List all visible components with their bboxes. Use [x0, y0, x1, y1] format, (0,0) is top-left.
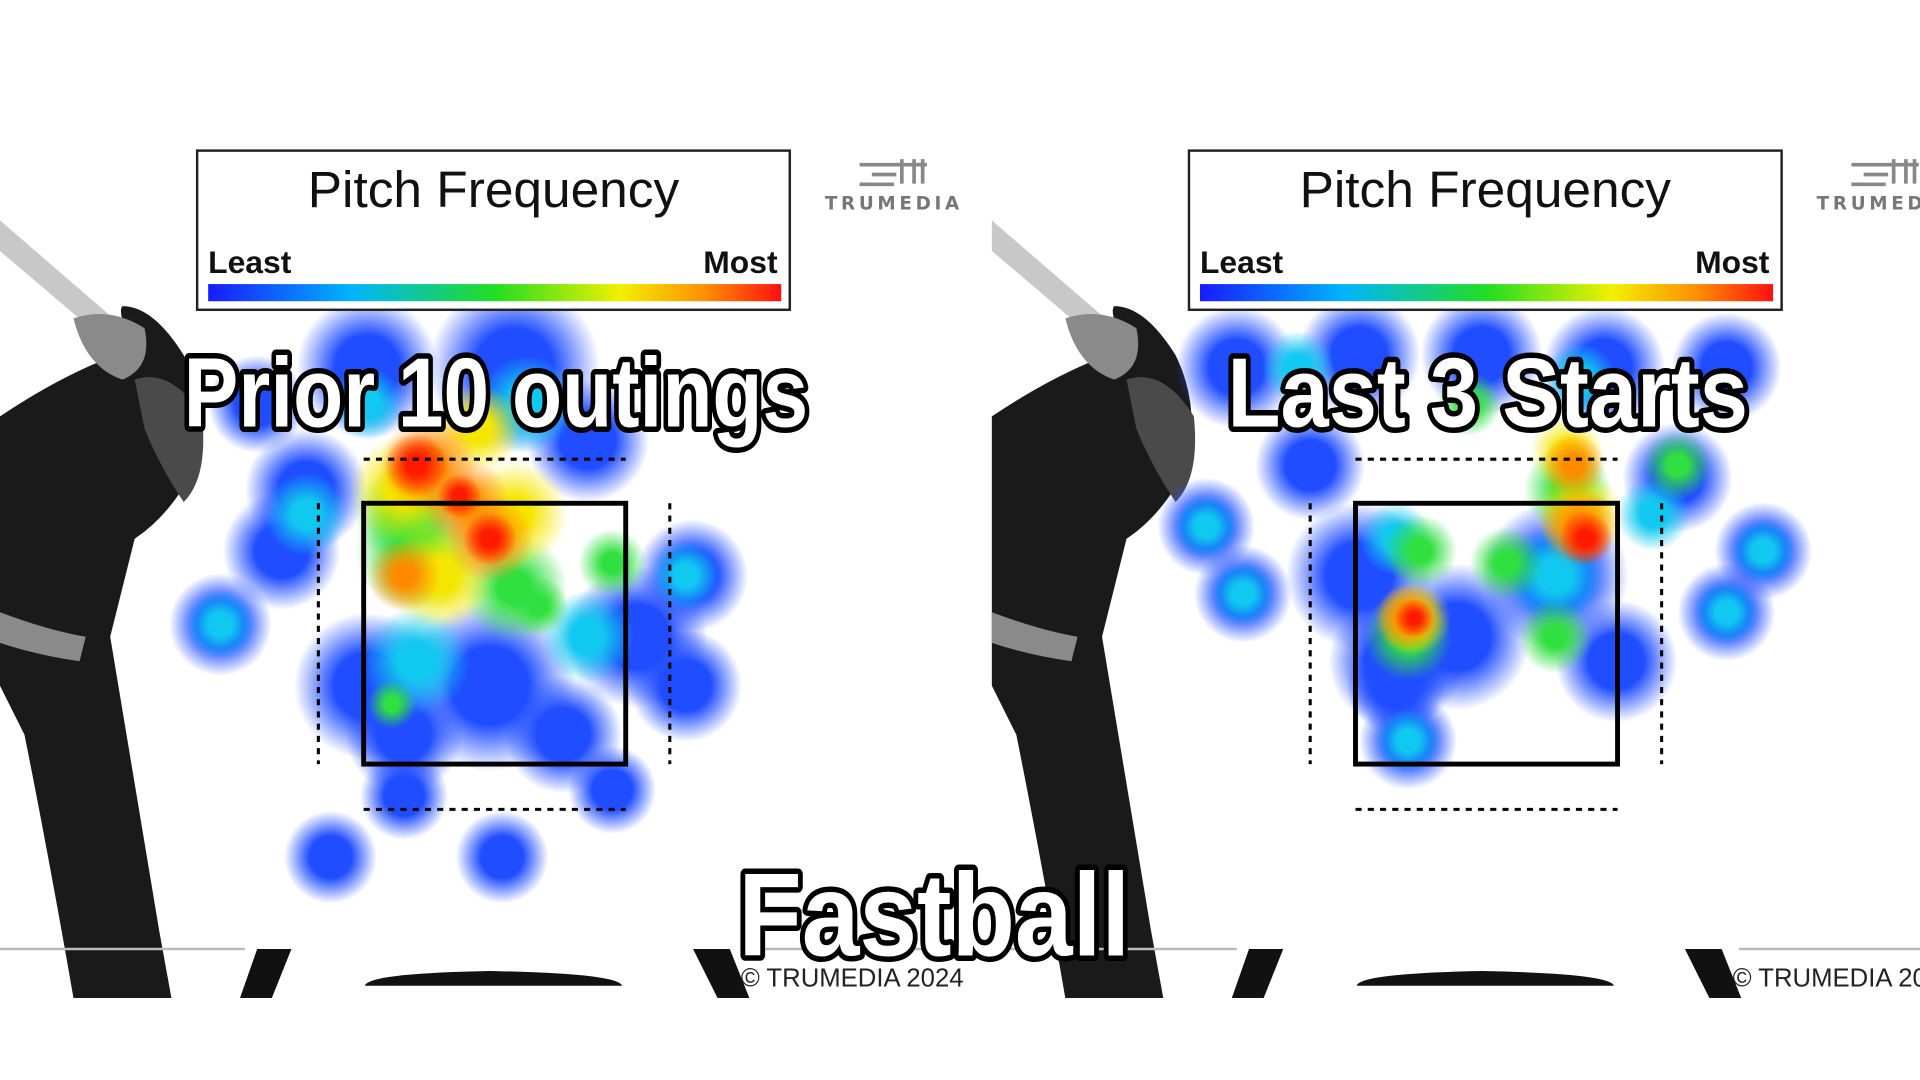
- panel: Pitch Frequency Least Most TRUMEDIA © TRUMED…: [991, 149, 1920, 998]
- heat-blob: [651, 541, 720, 610]
- batter-body: [0, 306, 200, 998]
- heat-blob: [1469, 526, 1543, 600]
- caption: Fastball: [738, 850, 1130, 981]
- heat-blob: [437, 473, 482, 518]
- heat-blob: [1261, 330, 1335, 405]
- batter-body: [991, 306, 1192, 998]
- strike-zone: [361, 500, 629, 767]
- heat-blob: [1518, 600, 1592, 674]
- logo-mark: [1851, 159, 1919, 187]
- heat-blob: [284, 810, 378, 904]
- heat-blob: [1174, 494, 1238, 559]
- batter-shade: [991, 313, 1139, 662]
- heat-blob: [629, 629, 743, 743]
- legend-box: [1187, 149, 1783, 312]
- heat-blob: [1542, 342, 1617, 417]
- heat-blob: [186, 590, 255, 659]
- heat-blob: [1558, 511, 1613, 566]
- logo-mark: [859, 159, 927, 187]
- heat-blob: [1671, 312, 1782, 423]
- heat-blob: [1541, 433, 1606, 498]
- batter-box-left: [240, 948, 292, 998]
- strike-zone: [1353, 500, 1620, 767]
- legend-box: [195, 149, 792, 312]
- batter-arm: [1126, 377, 1196, 503]
- copyright: © TRUMEDIA 2024: [1733, 964, 1920, 992]
- legend-low: Least: [208, 244, 292, 280]
- batter-arm: [134, 377, 204, 503]
- batter-box-left: [1231, 948, 1284, 998]
- heat-blob: [455, 810, 549, 904]
- batter-shade: [0, 313, 147, 662]
- legend-title: Pitch Frequency: [1300, 160, 1672, 218]
- heatmap: [1157, 293, 1813, 790]
- heat-blob: [208, 355, 307, 454]
- heat-blob: [577, 528, 647, 598]
- heat-blob: [1376, 708, 1440, 773]
- heat-blob: [462, 511, 517, 566]
- heat-blob: [1643, 431, 1712, 500]
- legend-high: Most: [703, 244, 778, 280]
- logo-text: TRUMEDIA: [825, 193, 963, 214]
- heat-blob: [330, 367, 405, 441]
- heat-blob: [1731, 519, 1796, 583]
- panel-label: Last 3 Starts: [1228, 337, 1748, 447]
- heat-blob: [367, 538, 441, 613]
- panel: Pitch Frequency Least Most TRUMEDIA © TRUMED…: [0, 149, 980, 998]
- heat-blob: [264, 472, 348, 556]
- home-plate: [364, 971, 623, 986]
- legend-high: Most: [1695, 244, 1770, 280]
- panels: Pitch Frequency Least Most TRUMEDIA © TRUMED…: [0, 149, 1920, 998]
- panel-label: Prior 10 outings: [184, 337, 808, 447]
- home-plate: [1356, 971, 1614, 986]
- copyright: © TRUMEDIA 2024: [741, 964, 964, 992]
- heat-blob: [1255, 410, 1366, 521]
- legend-colorbar: [208, 284, 782, 302]
- logo-text: TRUMEDIA: [1817, 193, 1920, 214]
- heat-blob: [1394, 598, 1434, 638]
- heat-blob: [1437, 372, 1502, 436]
- legend-colorbar: [1200, 284, 1774, 302]
- legend-title: Pitch Frequency: [308, 160, 680, 218]
- heat-blob: [1694, 580, 1759, 645]
- heat-blob: [504, 675, 623, 794]
- heat-blob: [1383, 514, 1458, 588]
- heat-blob: [1175, 306, 1298, 429]
- legend-low: Least: [1200, 244, 1284, 280]
- heat-blob: [1211, 562, 1275, 626]
- batter-box-right: [1684, 948, 1742, 998]
- heat-blob: [384, 433, 449, 498]
- batter-box-right: [693, 948, 750, 998]
- heat-blob: [367, 679, 417, 729]
